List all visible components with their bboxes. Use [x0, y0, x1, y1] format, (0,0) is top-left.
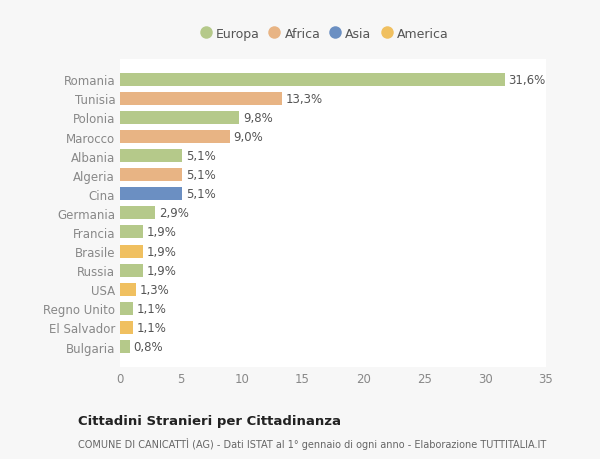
Bar — [120, 188, 182, 201]
Bar — [120, 264, 143, 277]
Text: 9,0%: 9,0% — [233, 131, 263, 144]
Bar — [120, 73, 505, 87]
Text: 9,8%: 9,8% — [243, 112, 272, 125]
Text: 5,1%: 5,1% — [186, 169, 215, 182]
Text: 1,9%: 1,9% — [147, 264, 176, 277]
Bar — [120, 245, 143, 258]
Text: 13,3%: 13,3% — [286, 93, 323, 106]
Bar — [120, 150, 182, 163]
Text: 5,1%: 5,1% — [186, 150, 215, 163]
Text: 0,8%: 0,8% — [133, 340, 163, 353]
Legend: Europa, Africa, Asia, America: Europa, Africa, Asia, America — [196, 23, 454, 46]
Bar — [120, 321, 133, 334]
Bar — [120, 112, 239, 125]
Bar — [120, 226, 143, 239]
Bar — [120, 302, 133, 315]
Text: 1,3%: 1,3% — [139, 283, 169, 296]
Text: 1,9%: 1,9% — [147, 226, 176, 239]
Bar — [120, 93, 282, 106]
Text: Cittadini Stranieri per Cittadinanza: Cittadini Stranieri per Cittadinanza — [78, 414, 341, 428]
Text: 5,1%: 5,1% — [186, 188, 215, 201]
Bar — [120, 340, 130, 353]
Text: 1,1%: 1,1% — [137, 302, 167, 315]
Text: 1,9%: 1,9% — [147, 245, 176, 258]
Text: 31,6%: 31,6% — [508, 73, 545, 87]
Text: COMUNE DI CANICATTÌ (AG) - Dati ISTAT al 1° gennaio di ogni anno - Elaborazione : COMUNE DI CANICATTÌ (AG) - Dati ISTAT al… — [78, 437, 546, 449]
Bar — [120, 283, 136, 296]
Text: 1,1%: 1,1% — [137, 321, 167, 334]
Bar — [120, 131, 230, 144]
Bar — [120, 169, 182, 182]
Text: 2,9%: 2,9% — [159, 207, 189, 220]
Bar — [120, 207, 155, 220]
